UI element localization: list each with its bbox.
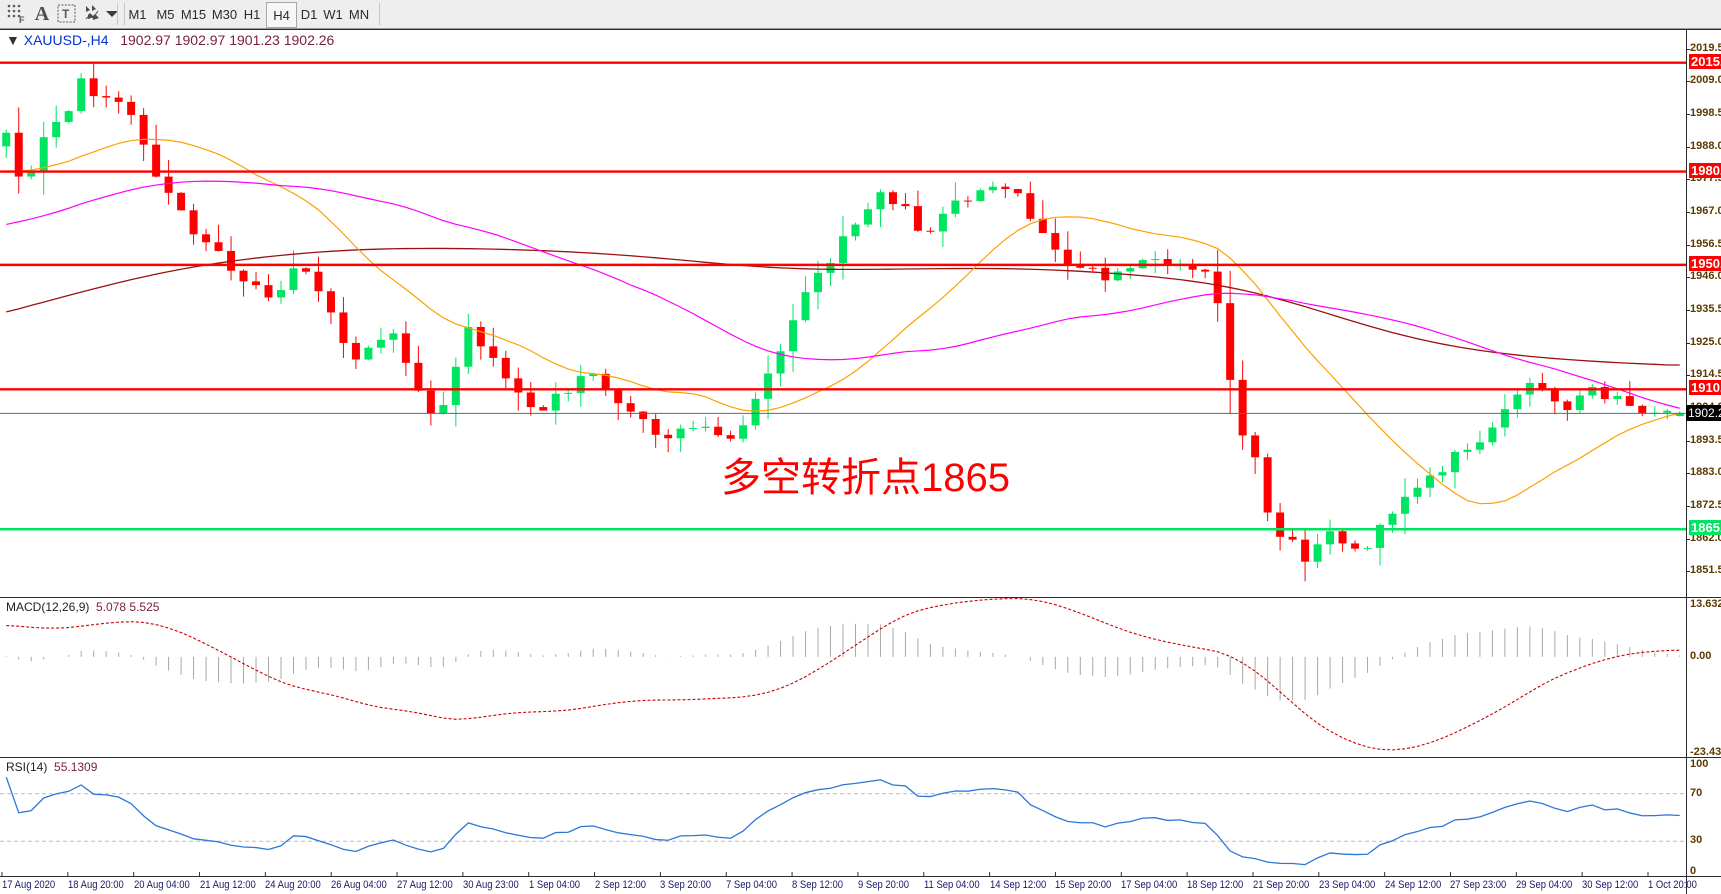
svg-text:T: T bbox=[62, 7, 70, 21]
svg-text:F: F bbox=[19, 15, 25, 24]
svg-text:多空转折点1865: 多空转折点1865 bbox=[721, 456, 1010, 500]
